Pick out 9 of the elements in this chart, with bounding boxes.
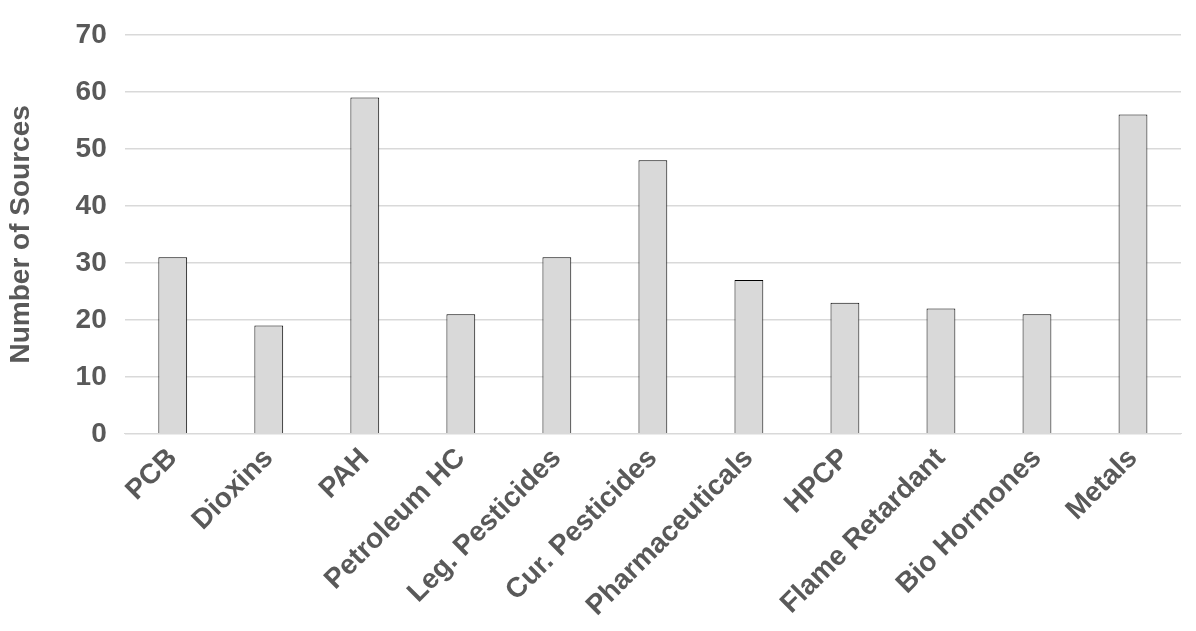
y-tick-label: 20 (75, 302, 107, 334)
y-tick-label: 30 (75, 245, 107, 277)
y-axis-title: Number of Sources (3, 105, 35, 364)
y-tick-label: 10 (75, 359, 107, 391)
y-tick-label: 70 (75, 17, 107, 49)
y-tick-label: 50 (75, 131, 107, 163)
y-tick-label: 60 (75, 74, 107, 106)
y-tick-label: 40 (75, 188, 107, 220)
y-tick-label: 0 (91, 416, 107, 448)
